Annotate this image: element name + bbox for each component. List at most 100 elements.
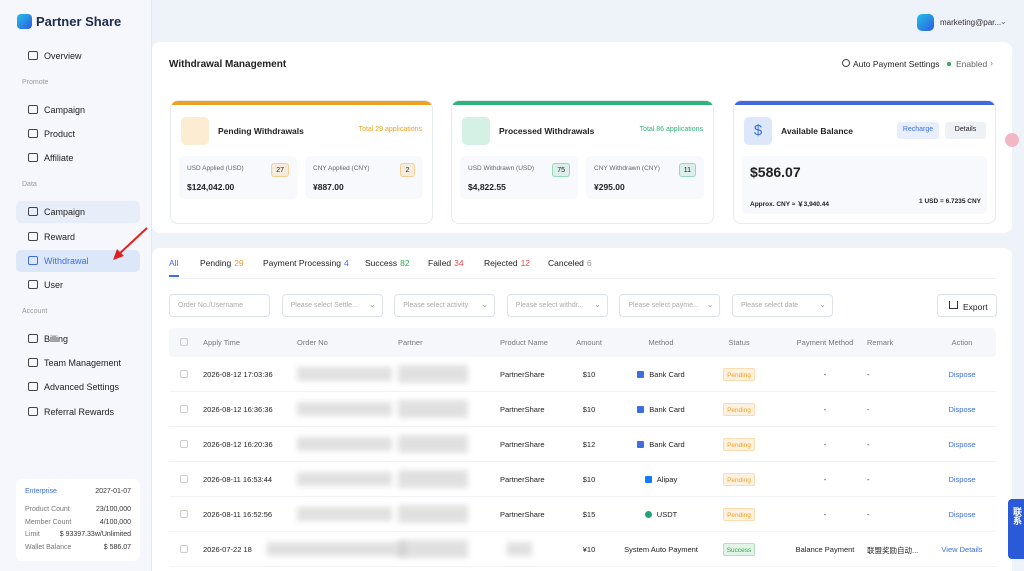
nav-item[interactable]: Advanced Settings [44, 382, 120, 392]
row-divider [169, 391, 996, 392]
tab[interactable]: All [169, 258, 178, 268]
tab-label: Success [365, 258, 398, 268]
method-icon [637, 371, 645, 378]
summary-panel: Withdrawal Management Auto Payment Settin… [152, 42, 1012, 233]
checkbox[interactable] [180, 510, 188, 518]
filter-input[interactable]: Please select Settle... ⌄ [281, 294, 383, 317]
tab-count: 29 [234, 258, 244, 268]
filter-input[interactable]: Please select withdr... ⌄ [506, 294, 608, 317]
user-email[interactable]: marketing@par... [940, 18, 1002, 27]
card-title: Pending Withdrawals [218, 126, 304, 136]
nav-item[interactable]: Campaign [44, 105, 86, 115]
filter-input[interactable]: Order No./Username [169, 294, 270, 317]
auto-payment-link[interactable]: Auto Payment Settings [853, 59, 940, 69]
checkbox[interactable] [180, 545, 188, 553]
nav-item[interactable]: Team Management [44, 358, 122, 368]
method-icon [644, 511, 652, 518]
caret: ⌄ [706, 300, 714, 309]
contact-button[interactable]: 联系 [1008, 499, 1024, 559]
tab-count: 12 [520, 258, 531, 268]
button[interactable]: Recharge [897, 122, 939, 139]
checkbox[interactable] [180, 370, 188, 378]
stat-card: Processed Withdrawals Total 86 applicatio… [451, 100, 714, 224]
cell: $15 [582, 510, 596, 519]
nav-icon [28, 256, 38, 265]
nav-item[interactable]: Affiliate [44, 153, 74, 163]
filter-input[interactable]: Please select date ⌄ [732, 294, 833, 317]
action-link[interactable]: Dispose [948, 510, 976, 519]
tab[interactable]: Rejected 12 [484, 258, 530, 268]
button[interactable]: Details [945, 122, 986, 139]
sidebar: Partner Share Overview Promote Campaign Prod… [0, 0, 152, 571]
cell: - [867, 440, 870, 449]
status-badge: Pending [723, 508, 755, 521]
nav-icon [28, 280, 38, 289]
status-badge: Pending [723, 403, 755, 416]
blurred-partner [398, 400, 468, 418]
cell: $12 [582, 440, 596, 449]
cell: - [823, 510, 827, 519]
cell: Balance Payment [795, 545, 855, 554]
card-stripe [452, 101, 713, 105]
stat-amount: ¥295.00 [594, 182, 625, 192]
cell: $10 [582, 475, 596, 484]
plan-label: Limit [25, 531, 40, 538]
action-link[interactable]: Dispose [948, 440, 976, 449]
nav-item[interactable]: Withdrawal [44, 256, 89, 266]
nav-item[interactable]: User [44, 280, 64, 290]
cell: - [867, 370, 870, 379]
nav-item[interactable]: Billing [44, 334, 69, 344]
cell: - [823, 405, 827, 414]
dropdown-caret: ⌄ [1000, 17, 1007, 26]
nav-item[interactable]: Campaign [44, 207, 86, 217]
nav-icon [28, 153, 38, 162]
table-header [169, 328, 996, 357]
plan-value: $ 93397.33w/Unlimited [59, 531, 131, 538]
blurred-order [297, 437, 392, 451]
stat-amount: ¥887.00 [313, 182, 344, 192]
tab-count: 82 [400, 258, 410, 268]
filter-input[interactable]: Please select payme... ⌄ [619, 294, 721, 317]
caret: ⌄ [819, 300, 826, 309]
stat-amount: $4,822.55 [468, 182, 506, 192]
tab[interactable]: Success 82 [365, 258, 410, 268]
row-divider [169, 531, 996, 532]
method-text: USDT [656, 510, 678, 519]
nav-item[interactable]: Referral Rewards [44, 407, 115, 417]
list-panel: All Pending 29 Payment Processing 4 Success 82… [152, 248, 1012, 571]
cell: 2026-08-11 16:53:44 [203, 475, 273, 484]
nav-icon [28, 382, 38, 391]
checkbox[interactable] [180, 338, 188, 346]
checkbox[interactable] [180, 440, 188, 448]
checkbox[interactable] [180, 405, 188, 413]
blurred-partner [398, 435, 468, 453]
row-divider [169, 566, 996, 567]
action-link[interactable]: View Details [941, 545, 983, 554]
stat-card: Pending Withdrawals Total 29 applications… [170, 100, 433, 224]
plan-label: Member Count [25, 518, 72, 526]
nav-item[interactable]: Product [44, 129, 76, 139]
tab[interactable]: Payment Processing 4 [263, 258, 349, 268]
status-badge: Pending [723, 473, 755, 486]
checkbox[interactable] [180, 475, 188, 483]
filter-input[interactable]: Please select activity ⌄ [394, 294, 496, 317]
section-title: Data [22, 181, 37, 188]
nav-item[interactable]: Overview [44, 51, 82, 61]
stat-label: USD Withdrawn (USD) [468, 165, 535, 172]
blurred-partner [398, 540, 468, 558]
tab[interactable]: Pending 29 [200, 258, 244, 268]
logo-icon [17, 14, 32, 29]
action-link[interactable]: Dispose [948, 405, 976, 414]
nav-item[interactable]: Reward [44, 232, 76, 242]
row-divider [169, 426, 996, 427]
export-button[interactable]: Export [937, 294, 997, 317]
blurred-order [297, 472, 392, 486]
tab[interactable]: Canceled 6 [548, 258, 592, 268]
action-link[interactable]: Dispose [948, 475, 976, 484]
tab[interactable]: Failed 34 [428, 258, 464, 268]
method-text: Alipay [656, 475, 678, 484]
action-link[interactable]: Dispose [948, 370, 976, 379]
card-icon [462, 117, 490, 145]
plan-value: $ 586.07 [103, 543, 131, 551]
nav-icon [28, 358, 38, 367]
